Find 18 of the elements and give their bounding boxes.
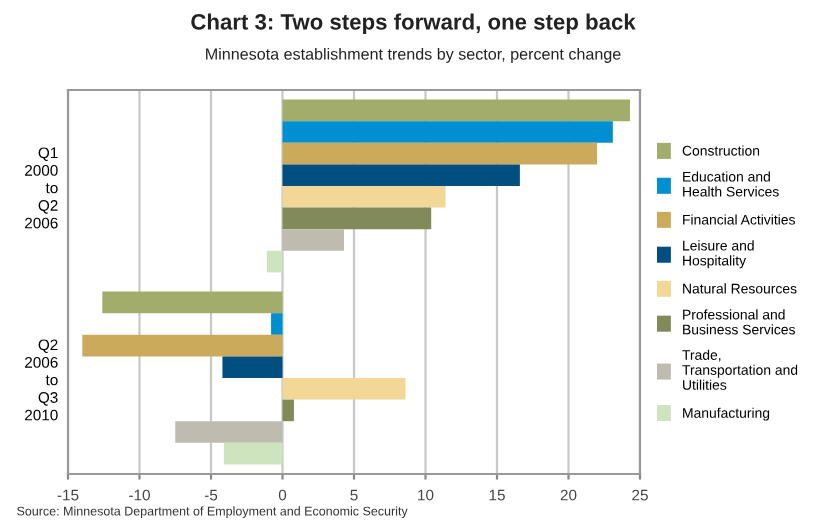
bar	[102, 291, 283, 314]
bar	[282, 378, 406, 400]
bar	[175, 421, 283, 443]
bar	[82, 334, 283, 357]
chart-title: Chart 3: Two steps forward, one step back	[191, 13, 636, 35]
chart-subtitle: Minnesota establishment trends by sector, percent change	[206, 47, 621, 63]
bar	[271, 313, 283, 335]
bar	[223, 442, 283, 465]
bar	[282, 164, 520, 186]
bar	[282, 121, 613, 143]
bar	[282, 186, 446, 208]
bar	[282, 207, 432, 230]
bar	[266, 250, 283, 273]
bar	[282, 399, 294, 422]
bar	[282, 229, 344, 251]
bar	[282, 142, 598, 165]
bar	[282, 99, 630, 122]
bar	[222, 356, 283, 378]
